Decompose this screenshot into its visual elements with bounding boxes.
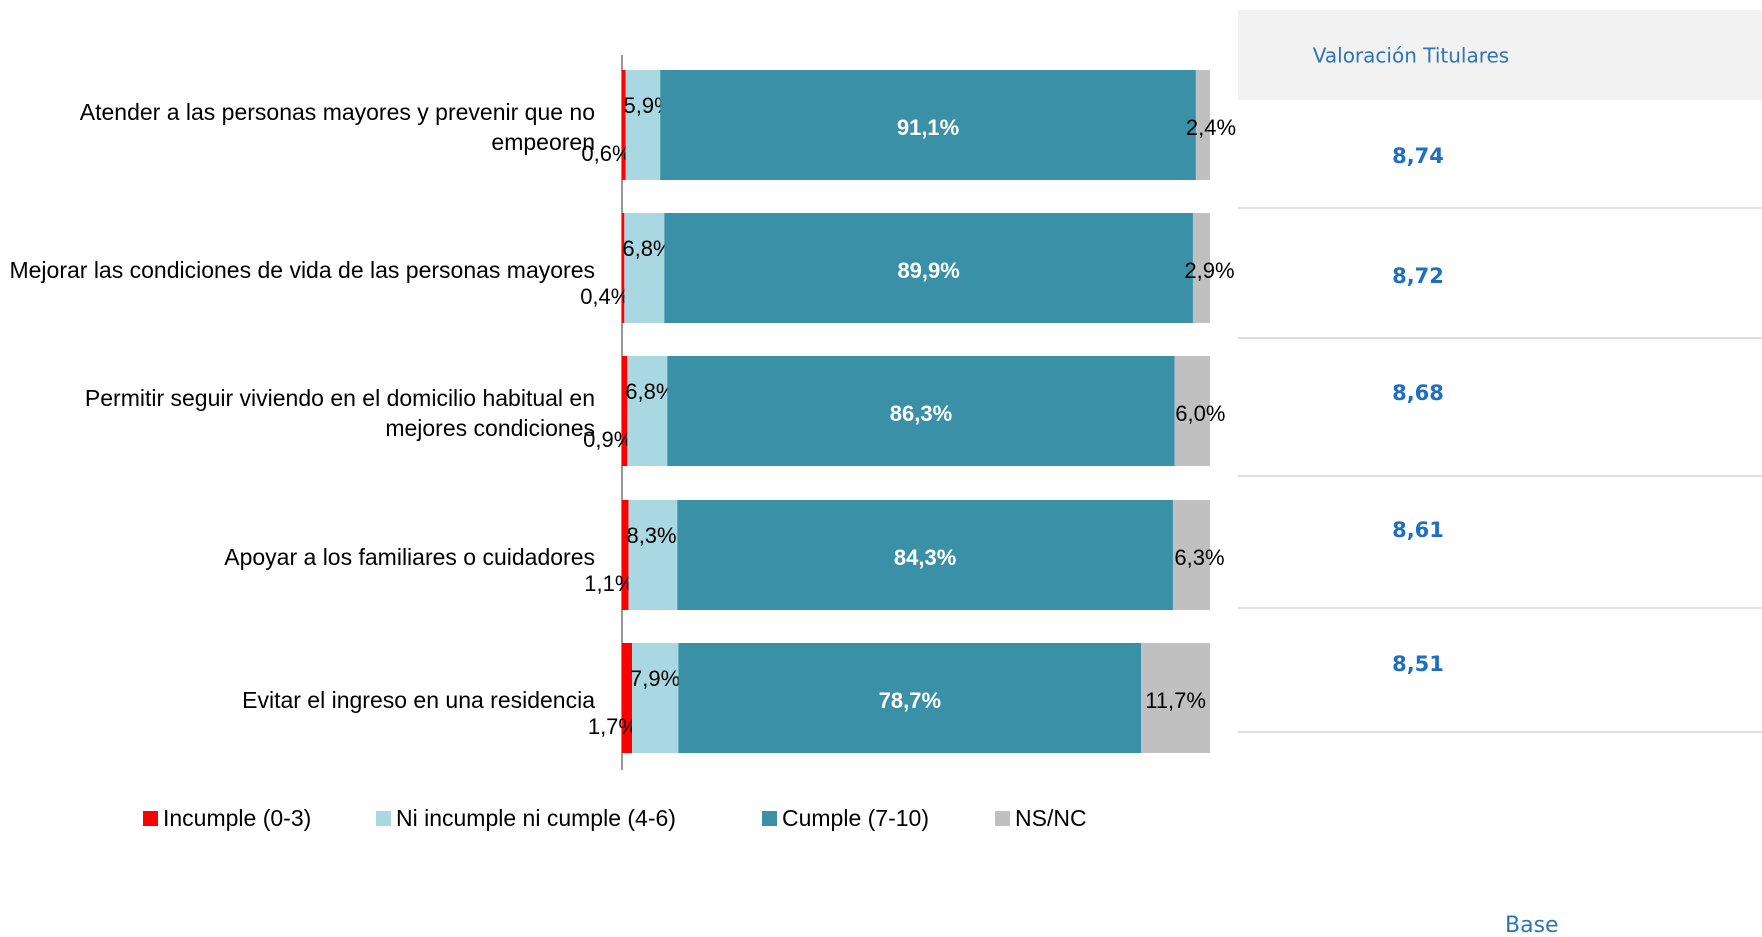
value-label: 0,4% — [580, 284, 630, 309]
value-label: 0,6% — [581, 141, 631, 166]
bar-segment — [622, 356, 628, 466]
value-label: 84,3% — [894, 545, 956, 570]
value-label: 6,0% — [1175, 401, 1225, 426]
table-value: 8,68 — [1392, 381, 1444, 405]
bar-segment — [622, 70, 626, 180]
table-value: 8,74 — [1392, 144, 1444, 168]
bar-segment — [628, 500, 678, 610]
value-label: 89,9% — [897, 258, 959, 283]
value-label: 86,3% — [890, 401, 952, 426]
value-label: 6,8% — [622, 236, 672, 261]
value-label: 11,7% — [1145, 688, 1206, 713]
value-label: 0,9% — [583, 427, 633, 452]
bar-segment — [1174, 356, 1210, 466]
bar-segment — [625, 70, 661, 180]
category-label: Mejorar las condiciones de vida de las p… — [9, 257, 595, 283]
value-label: 8,3% — [626, 523, 676, 548]
footnote: Base — [1505, 913, 1559, 937]
bar-segment — [622, 643, 632, 753]
table-value: 8,72 — [1392, 264, 1444, 288]
value-label: 2,4% — [1186, 115, 1236, 140]
value-label: 1,7% — [588, 714, 638, 739]
value-label: 1,1% — [584, 571, 634, 596]
table-value: 8,61 — [1392, 518, 1444, 542]
bar-segment — [677, 500, 1173, 610]
value-label: 7,9% — [630, 666, 680, 691]
bar-segment — [1141, 643, 1210, 753]
bar-segment — [627, 356, 668, 466]
legend-label: Ni incumple ni cumple (4-6) — [396, 805, 676, 831]
category-label: Apoyar a los familiares o cuidadores — [224, 544, 595, 570]
bar-segment — [631, 643, 679, 753]
table-header: Valoración Titulares — [1313, 44, 1509, 68]
bar-segment — [664, 213, 1193, 323]
bar-segment — [660, 70, 1196, 180]
table-value: 8,51 — [1392, 652, 1444, 676]
value-label: 78,7% — [879, 688, 941, 713]
category-label: Permitir seguir viviendo en el domicilio… — [84, 385, 595, 441]
category-label: Evitar el ingreso en una residencia — [242, 687, 595, 713]
category-label: Atender a las personas mayores y preveni… — [79, 99, 595, 155]
value-label: 6,3% — [1174, 545, 1224, 570]
legend-swatch — [762, 811, 777, 826]
legend-swatch — [995, 811, 1010, 826]
bar-segment — [1195, 70, 1210, 180]
bar-segment — [1172, 500, 1210, 610]
bar-segment — [667, 356, 1175, 466]
legend-label: Cumple (7-10) — [782, 805, 929, 831]
legend-swatch — [143, 811, 158, 826]
bar-segment — [622, 213, 625, 323]
legend-label: Incumple (0-3) — [163, 805, 311, 831]
value-label: 91,1% — [897, 115, 959, 140]
bar-segment — [1192, 213, 1210, 323]
value-label: 2,9% — [1184, 258, 1234, 283]
bar-segment — [678, 643, 1142, 753]
bar-segment — [624, 213, 665, 323]
value-label: 6,8% — [625, 379, 675, 404]
legend-swatch — [376, 811, 391, 826]
table-header-bg — [1238, 10, 1762, 100]
legend-label: NS/NC — [1015, 805, 1087, 831]
bar-segment — [622, 500, 629, 610]
